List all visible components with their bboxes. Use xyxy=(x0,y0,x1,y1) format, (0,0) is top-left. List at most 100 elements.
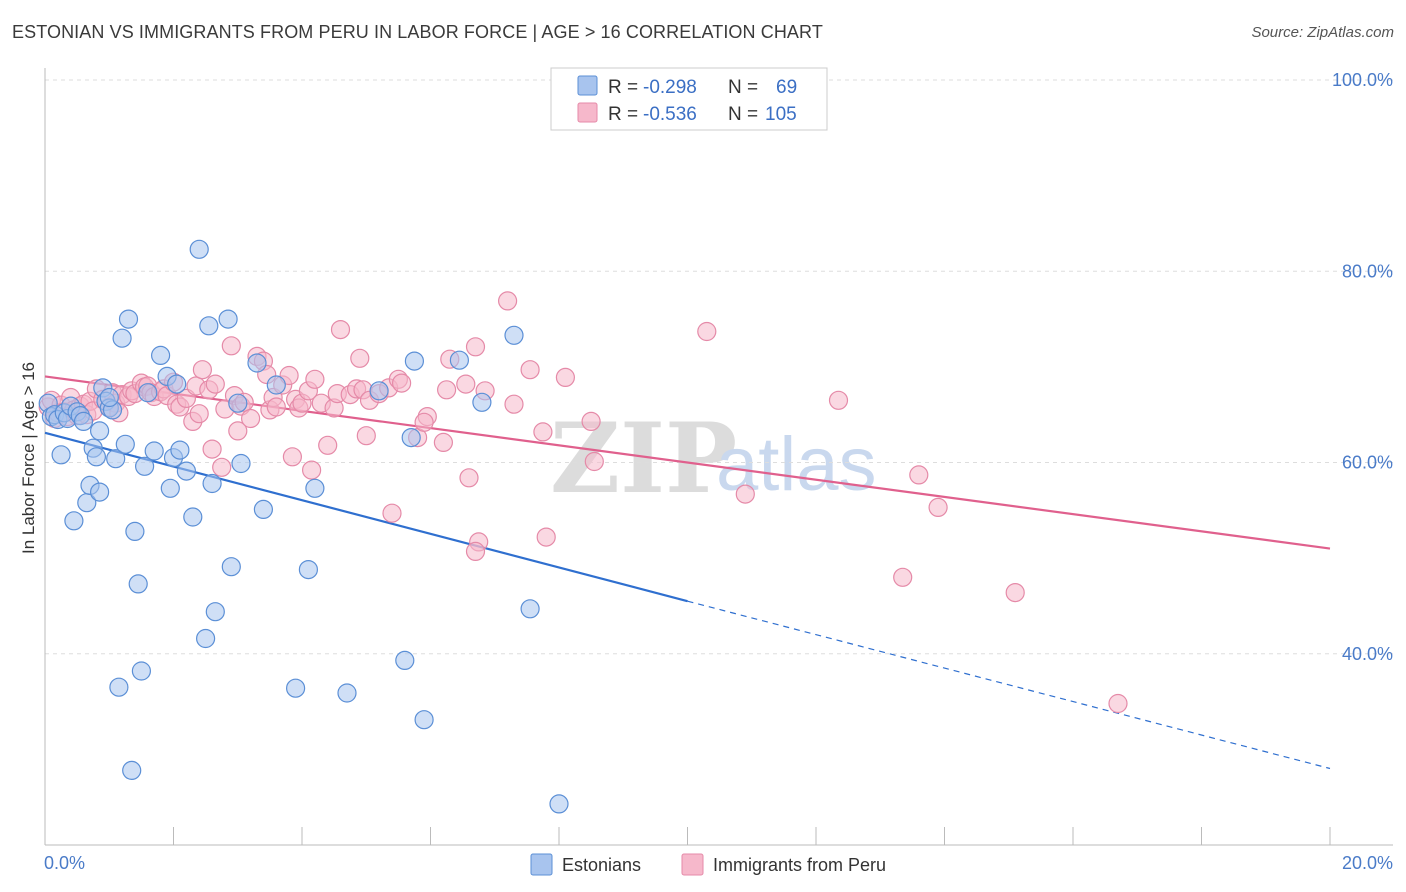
point-peru-87 xyxy=(437,380,457,400)
point-estonians-4 xyxy=(51,445,71,465)
point-peru-103 xyxy=(697,321,717,342)
point-peru-101 xyxy=(581,411,601,431)
point-estonians-16 xyxy=(89,421,110,441)
bottom-legend-swatch-peru xyxy=(681,853,704,876)
point-estonians-68 xyxy=(99,387,119,408)
point-peru-39 xyxy=(189,404,209,424)
point-estonians-33 xyxy=(144,441,164,461)
point-estonians-51 xyxy=(247,353,267,373)
y-tick-label-60: 60.0% xyxy=(1342,453,1393,473)
point-estonians-49 xyxy=(228,393,248,413)
point-peru-65 xyxy=(302,460,322,480)
point-estonians-32 xyxy=(138,383,158,403)
legend-r-label-peru: R = xyxy=(608,104,638,125)
legend-r-value-peru: -0.536 xyxy=(643,104,697,125)
point-peru-71 xyxy=(330,320,351,340)
bottom-legend-peru: Immigrants from Peru xyxy=(713,855,886,875)
point-peru-96 xyxy=(504,394,524,414)
point-peru-48 xyxy=(228,421,248,441)
axes: 40.0% 60.0% 80.0% 100.0% 0.0% 20.0% xyxy=(44,68,1393,873)
point-estonians-29 xyxy=(128,574,148,594)
y-tick-label-80: 80.0% xyxy=(1342,261,1393,281)
point-estonians-40 xyxy=(176,461,196,481)
point-estonians-66 xyxy=(520,599,540,619)
point-peru-43 xyxy=(205,374,225,394)
point-peru-106 xyxy=(893,567,913,587)
point-estonians-31 xyxy=(135,456,155,476)
point-estonians-11 xyxy=(73,411,94,431)
point-estonians-55 xyxy=(298,559,318,580)
point-peru-91 xyxy=(465,337,486,357)
point-estonians-45 xyxy=(202,473,222,494)
data-points xyxy=(38,239,1128,814)
point-estonians-41 xyxy=(183,507,203,527)
point-peru-97 xyxy=(520,360,540,380)
watermark-zip: ZIP xyxy=(550,402,737,515)
legend-swatch-peru xyxy=(577,102,598,123)
point-estonians-36 xyxy=(160,478,180,498)
point-peru-86 xyxy=(433,432,453,452)
point-peru-90 xyxy=(459,468,479,488)
point-peru-57 xyxy=(266,397,286,417)
point-estonians-67 xyxy=(549,794,569,814)
point-peru-68 xyxy=(318,435,338,455)
point-peru-110 xyxy=(1108,693,1128,714)
point-estonians-23 xyxy=(109,677,129,697)
point-peru-51 xyxy=(241,408,261,429)
point-estonians-42 xyxy=(189,239,209,259)
point-estonians-38 xyxy=(167,374,187,394)
point-estonians-46 xyxy=(205,602,225,622)
point-estonians-8 xyxy=(64,511,84,531)
point-peru-100 xyxy=(555,367,576,387)
point-estonians-50 xyxy=(231,453,251,474)
point-peru-93 xyxy=(465,541,486,562)
point-estonians-43 xyxy=(196,628,216,649)
point-estonians-56 xyxy=(305,478,325,498)
point-estonians-54 xyxy=(286,678,306,698)
point-estonians-30 xyxy=(131,661,151,681)
point-estonians-62 xyxy=(414,710,434,730)
point-estonians-60 xyxy=(401,428,421,448)
point-estonians-15 xyxy=(86,447,107,467)
point-peru-107 xyxy=(909,465,929,485)
x-tick-label-max: 20.0% xyxy=(1342,853,1393,873)
point-estonians-64 xyxy=(472,392,492,412)
point-peru-59 xyxy=(279,365,299,386)
point-estonians-27 xyxy=(122,760,142,781)
point-peru-40 xyxy=(192,360,212,380)
legend-n-label-estonians: N = xyxy=(728,77,758,98)
point-peru-44 xyxy=(212,457,232,477)
point-estonians-17 xyxy=(89,482,110,502)
chart-title: ESTONIAN VS IMMIGRANTS FROM PERU IN LABO… xyxy=(12,22,823,42)
point-estonians-59 xyxy=(395,650,415,671)
point-peru-105 xyxy=(828,390,849,410)
point-peru-104 xyxy=(735,484,755,504)
point-estonians-47 xyxy=(218,309,238,329)
point-estonians-48 xyxy=(221,557,241,577)
series-legend: Estonians Immigrants from Peru xyxy=(530,853,886,876)
trend-line-peru xyxy=(44,375,1331,550)
trend-line-estonians-extrapolated xyxy=(687,600,1331,770)
y-tick-label-40: 40.0% xyxy=(1342,644,1393,664)
bottom-legend-swatch-estonians xyxy=(530,853,553,876)
source-label: Source: ZipAtlas.com xyxy=(1251,24,1394,41)
point-peru-42 xyxy=(202,439,222,459)
point-estonians-34 xyxy=(151,345,171,365)
legend-swatch-estonians xyxy=(577,75,598,96)
point-estonians-26 xyxy=(118,309,139,329)
point-estonians-52 xyxy=(253,499,273,519)
point-estonians-24 xyxy=(112,328,132,348)
point-estonians-44 xyxy=(199,316,219,336)
point-estonians-57 xyxy=(337,683,357,703)
point-peru-85 xyxy=(414,412,434,432)
point-estonians-58 xyxy=(369,381,389,401)
legend-r-label-estonians: R = xyxy=(608,77,638,98)
point-peru-60 xyxy=(282,447,302,467)
point-peru-74 xyxy=(350,348,370,368)
point-peru-82 xyxy=(392,373,412,393)
bottom-legend-estonians: Estonians xyxy=(562,855,641,875)
y-tick-label-100: 100.0% xyxy=(1332,70,1393,90)
legend-r-value-estonians: -0.298 xyxy=(643,77,697,98)
point-estonians-63 xyxy=(449,350,469,370)
